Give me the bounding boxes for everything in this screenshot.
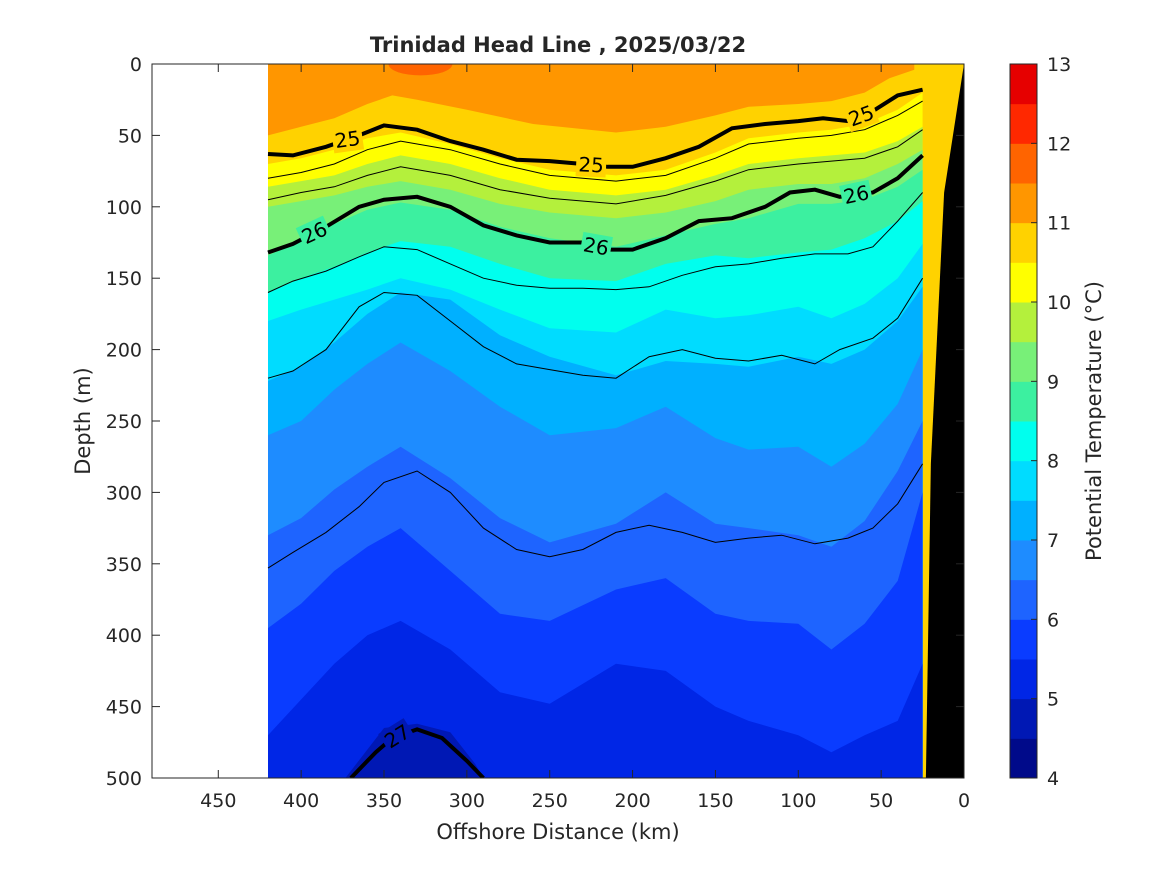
colorbar-tick-label: 4 <box>1047 768 1059 790</box>
y-tick-label: 50 <box>118 125 142 147</box>
contour-label: 26 <box>295 215 334 251</box>
thin-density-contour <box>267 277 924 379</box>
y-axis: 0 50 100 150 200 250 300 350 400 450 500 <box>106 54 964 790</box>
colorbar-tick-label: 7 <box>1047 530 1059 552</box>
x-tick-label: 150 <box>697 790 733 812</box>
contour-label-bg <box>378 718 417 755</box>
contour-label: 25 <box>575 152 607 178</box>
temperature-fill-layer <box>152 64 964 778</box>
contour-label-bg <box>295 215 334 251</box>
y-tick-label: 500 <box>106 768 142 790</box>
contour-label-bg <box>839 179 874 210</box>
contour-label-text: 25 <box>578 152 605 177</box>
x-tick-label: 50 <box>869 790 893 812</box>
chart-title: Trinidad Head Line , 2025/03/22 <box>370 33 746 57</box>
x-tick-label: 100 <box>780 790 816 812</box>
colorbar-tick-label: 8 <box>1047 451 1059 473</box>
colorbar-swatch <box>1010 500 1037 541</box>
x-axis: 450 400 350 300 250 200 150 100 50 0 <box>200 64 970 812</box>
colorbar-swatch <box>1010 302 1037 343</box>
colorbar-swatch <box>1010 103 1037 144</box>
no-data-region <box>152 64 268 778</box>
colorbar-tick-label: 10 <box>1047 292 1071 314</box>
contour-label-bg <box>331 125 365 154</box>
thin-density-contour <box>267 463 924 569</box>
temperature-band <box>388 64 453 76</box>
seafloor <box>925 64 964 778</box>
density-contour-27 <box>349 727 485 778</box>
x-tick-label: 400 <box>283 790 319 812</box>
y-axis-label: Depth (m) <box>71 367 95 474</box>
thin-density-contour <box>267 100 923 182</box>
colorbar-swatch <box>1010 64 1037 105</box>
y-tick-label: 150 <box>106 268 142 290</box>
colorbar-swatch <box>1010 540 1037 581</box>
colorbar-swatch <box>1010 381 1037 422</box>
y-tick-label: 400 <box>106 625 142 647</box>
y-tick-label: 450 <box>106 697 142 719</box>
temperature-band <box>268 64 915 136</box>
colorbar-tick-label: 11 <box>1047 213 1071 235</box>
contour-label-text: 26 <box>841 180 871 209</box>
y-tick-label: 200 <box>106 340 142 362</box>
y-tick-label: 0 <box>130 54 142 76</box>
temperature-band <box>345 723 484 778</box>
colorbar-frame <box>1009 63 1038 779</box>
thin-density-contour <box>267 129 923 205</box>
colorbar-swatch <box>1010 579 1037 620</box>
y-tick-label: 300 <box>106 482 142 504</box>
x-tick-label: 450 <box>200 790 236 812</box>
colorbar-swatch <box>1010 183 1037 224</box>
colorbar: 4 5 6 7 8 9 10 11 12 13 <box>1009 54 1071 790</box>
x-tick-label: 0 <box>958 790 970 812</box>
colorbar-swatch <box>1010 738 1037 779</box>
colorbar-swatch <box>1010 222 1037 263</box>
x-tick-label: 200 <box>614 790 650 812</box>
density-contour-25 <box>267 87 924 169</box>
y-tick-label: 100 <box>106 197 142 219</box>
contour-label: 25 <box>331 125 365 154</box>
colorbar-swatch <box>1010 659 1037 700</box>
contour-label-text: 26 <box>581 232 610 260</box>
x-tick-label: 300 <box>449 790 485 812</box>
x-tick-label: 250 <box>532 790 568 812</box>
colorbar-swatch <box>1010 341 1037 382</box>
y-tick-label: 250 <box>106 411 142 433</box>
colorbar-tick-label: 6 <box>1047 609 1059 631</box>
bathymetry-layer <box>925 64 964 778</box>
contour-label-bg <box>575 152 607 178</box>
x-tick-label: 350 <box>366 790 402 812</box>
colorbar-swatch <box>1010 460 1037 501</box>
colorbar-swatch <box>1010 619 1037 660</box>
contour-label: 26 <box>839 179 874 210</box>
colorbar-tick-label: 9 <box>1047 371 1059 393</box>
colorbar-label: Potential Temperature (°C) <box>1082 281 1106 561</box>
colorbar-tick-label: 13 <box>1047 54 1071 76</box>
contour-label: 26 <box>579 231 613 261</box>
thin-density-contour <box>267 192 923 293</box>
contour-label-bg <box>843 99 880 133</box>
contour-label-text: 25 <box>333 126 362 153</box>
contour-label-bg <box>579 231 613 261</box>
colorbar-swatch <box>1010 698 1037 739</box>
colorbar-swatch <box>1010 421 1037 462</box>
y-tick-label: 350 <box>106 554 142 576</box>
colorbar-swatch <box>1010 262 1037 303</box>
colorbar-tick-label: 12 <box>1047 133 1071 155</box>
colorbar-tick-label: 5 <box>1047 689 1059 711</box>
colorbar-swatch <box>1010 143 1037 184</box>
x-axis-label: Offshore Distance (km) <box>436 820 679 844</box>
